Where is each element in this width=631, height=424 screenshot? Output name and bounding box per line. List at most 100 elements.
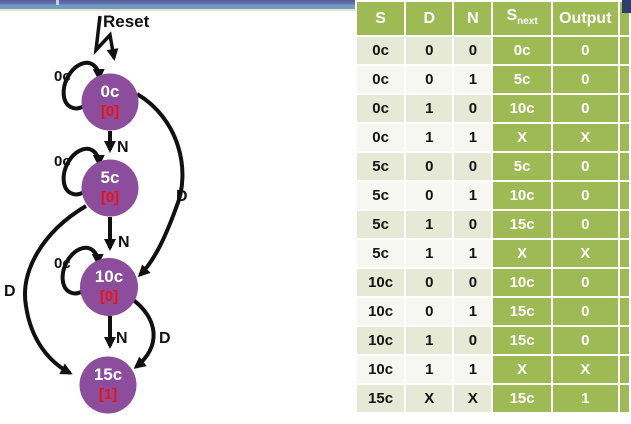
cell-output: X	[552, 356, 618, 384]
cell-d: 0	[406, 66, 453, 94]
state-10c-output: [0]	[100, 288, 118, 305]
cell-snext: X	[493, 240, 551, 268]
cutoff-column-cell	[619, 153, 629, 181]
cell-s: 5c	[357, 182, 405, 210]
edge-label-d-left: D	[4, 283, 16, 300]
self-loop-0c-label: 0c	[54, 68, 71, 85]
cell-d: 1	[406, 211, 453, 239]
cutoff-column-cell	[619, 124, 629, 152]
table-row: 0c 0 0 0c 0	[357, 37, 629, 65]
state-5c: 5c [0]	[81, 159, 139, 217]
cell-s: 10c	[357, 327, 405, 355]
cell-output: 0	[552, 269, 618, 297]
cell-s: 5c	[357, 211, 405, 239]
table-row: 10c 0 0 10c 0	[357, 269, 629, 297]
table-row: 0c 1 0 10c 0	[357, 95, 629, 123]
self-loop-5c-label: 0c	[54, 153, 71, 170]
edge-label-n-3: N	[116, 330, 128, 347]
cutoff-column-cell	[619, 182, 629, 210]
cutoff-column-cell	[619, 211, 629, 239]
cell-s: 0c	[357, 95, 405, 123]
cutoff-column-cell	[619, 327, 629, 355]
cell-n: 0	[454, 211, 492, 239]
self-loop-0c	[61, 60, 105, 111]
table-row: 5c 1 0 15c 0	[357, 211, 629, 239]
self-loop-5c	[61, 146, 105, 197]
table-row: 10c 0 1 15c 0	[357, 298, 629, 326]
cell-s: 10c	[357, 269, 405, 297]
cell-output: 0	[552, 66, 618, 94]
cell-output: 0	[552, 95, 618, 123]
cutoff-column-header	[619, 2, 629, 36]
cell-s: 0c	[357, 66, 405, 94]
state-15c: 15c [1]	[79, 356, 137, 414]
cell-snext: 5c	[493, 153, 551, 181]
cutoff-column-cell	[619, 269, 629, 297]
edge-label-n-2: N	[118, 234, 130, 251]
cell-d: 0	[406, 153, 453, 181]
table-row: 0c 0 1 5c 0	[357, 66, 629, 94]
transition-d-0c-10c	[135, 92, 185, 278]
cell-n: 0	[454, 95, 492, 123]
table-row: 5c 0 0 5c 0	[357, 153, 629, 181]
cutoff-column-cell	[619, 385, 629, 413]
cell-n: 0	[454, 327, 492, 355]
self-loop-10c-label: 0c	[54, 255, 71, 272]
cell-output: 0	[552, 37, 618, 65]
state-table-panel: S D N Snext Output 0c 0 0 0c 0 0c 0 1 5c 0 0c 1 0 10c 0 0c 1…	[355, 0, 631, 424]
cell-s: 0c	[357, 124, 405, 152]
cutoff-column-cell	[619, 240, 629, 268]
fsm-diagram-panel: Reset 0c 0c 0c N N N D D D	[0, 0, 355, 414]
state-5c-output: [0]	[101, 189, 119, 206]
cell-snext: 5c	[493, 66, 551, 94]
cell-n: 0	[454, 153, 492, 181]
state-10c: 10c [0]	[80, 258, 138, 316]
cell-s: 15c	[357, 385, 405, 413]
cell-d: 1	[406, 124, 453, 152]
cell-output: 1	[552, 385, 618, 413]
cell-n: 0	[454, 37, 492, 65]
header-n: N	[454, 2, 492, 36]
edge-label-d-right-small: D	[159, 330, 171, 347]
table-row: 10c 1 1 X X	[357, 356, 629, 384]
cell-n: 1	[454, 356, 492, 384]
cell-output: 0	[552, 327, 618, 355]
cell-snext: 0c	[493, 37, 551, 65]
state-table: S D N Snext Output 0c 0 0 0c 0 0c 0 1 5c 0 0c 1 0 10c 0 0c 1…	[355, 0, 631, 414]
cell-snext: 10c	[493, 182, 551, 210]
cell-n: 1	[454, 298, 492, 326]
cell-snext: 15c	[493, 211, 551, 239]
cell-snext: X	[493, 356, 551, 384]
cell-snext: 10c	[493, 269, 551, 297]
cell-n: 1	[454, 182, 492, 210]
cutoff-column-cell	[619, 95, 629, 123]
cutoff-column-cell	[619, 356, 629, 384]
state-5c-name: 5c	[101, 168, 120, 187]
transition-d-10c-15c	[130, 297, 156, 369]
cell-snext: X	[493, 124, 551, 152]
cell-output: X	[552, 124, 618, 152]
cell-snext: 10c	[493, 95, 551, 123]
cutoff-column-cell	[619, 37, 629, 65]
cell-output: 0	[552, 153, 618, 181]
cell-d: 1	[406, 240, 453, 268]
cell-n: 0	[454, 269, 492, 297]
cutoff-column-cell	[619, 66, 629, 94]
cell-d: 0	[406, 298, 453, 326]
state-0c-name: 0c	[101, 82, 120, 101]
header-d: D	[406, 2, 453, 36]
cell-s: 10c	[357, 298, 405, 326]
cell-d: X	[406, 385, 453, 413]
header-row: S D N Snext Output	[357, 2, 629, 36]
state-diagram: Reset 0c 0c 0c N N N D D D	[4, 12, 188, 414]
state-15c-name: 15c	[94, 365, 122, 384]
cell-d: 0	[406, 269, 453, 297]
reset-arrow	[93, 15, 119, 61]
cell-output: 0	[552, 182, 618, 210]
cell-n: X	[454, 385, 492, 413]
cell-d: 0	[406, 182, 453, 210]
cell-output: 0	[552, 211, 618, 239]
cell-d: 0	[406, 37, 453, 65]
cell-d: 1	[406, 327, 453, 355]
header-output: Output	[552, 2, 618, 36]
